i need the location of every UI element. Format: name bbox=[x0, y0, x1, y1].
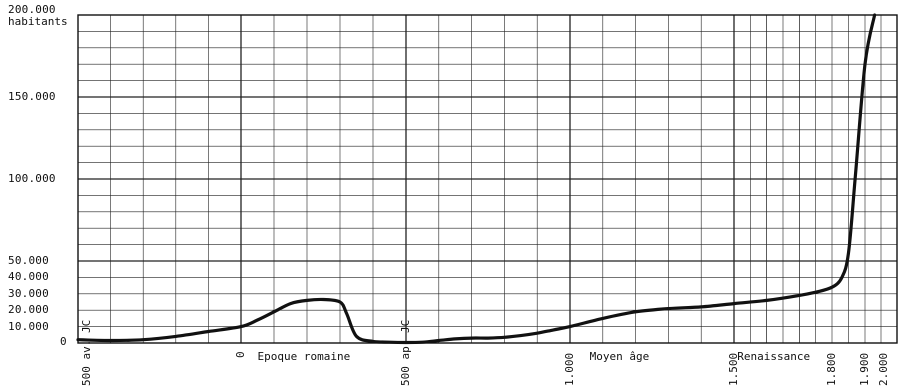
minor-gridlines bbox=[78, 15, 897, 343]
era-label: Epoque romaine bbox=[257, 350, 351, 363]
x-tick-label: 1.800 bbox=[825, 352, 838, 386]
population-curve bbox=[76, 13, 877, 345]
y-tick-label: 100.000 bbox=[8, 172, 56, 185]
x-tick-label: 500 ap. JC bbox=[399, 319, 412, 386]
x-tick-label: 1.900 bbox=[858, 352, 871, 386]
plot-frame bbox=[77, 14, 898, 344]
x-tick-label: 0 bbox=[234, 351, 247, 358]
x-tick-label: 2.000 bbox=[877, 352, 890, 386]
era-label: Renaissance bbox=[737, 350, 811, 363]
y-tick-label: 20.000 bbox=[8, 303, 49, 317]
major-gridlines bbox=[78, 15, 897, 343]
era-label: Moyen âge bbox=[589, 350, 650, 363]
y-tick-label: 40.000 bbox=[8, 270, 49, 284]
x-tick-label: 1.000 bbox=[563, 352, 576, 386]
y-axis-unit-label: habitants bbox=[8, 15, 68, 28]
y-tick-label: 50.000 bbox=[8, 254, 49, 267]
y-tick-label: 0 bbox=[60, 335, 67, 348]
y-tick-label: 10.000 bbox=[8, 319, 49, 333]
y-tick-label: 150.000 bbox=[8, 90, 56, 103]
y-tick-label: 30.000 bbox=[8, 286, 49, 300]
y-tick-label: 200.000 bbox=[8, 3, 56, 16]
x-tick-label: 500 av. JC bbox=[80, 319, 93, 386]
